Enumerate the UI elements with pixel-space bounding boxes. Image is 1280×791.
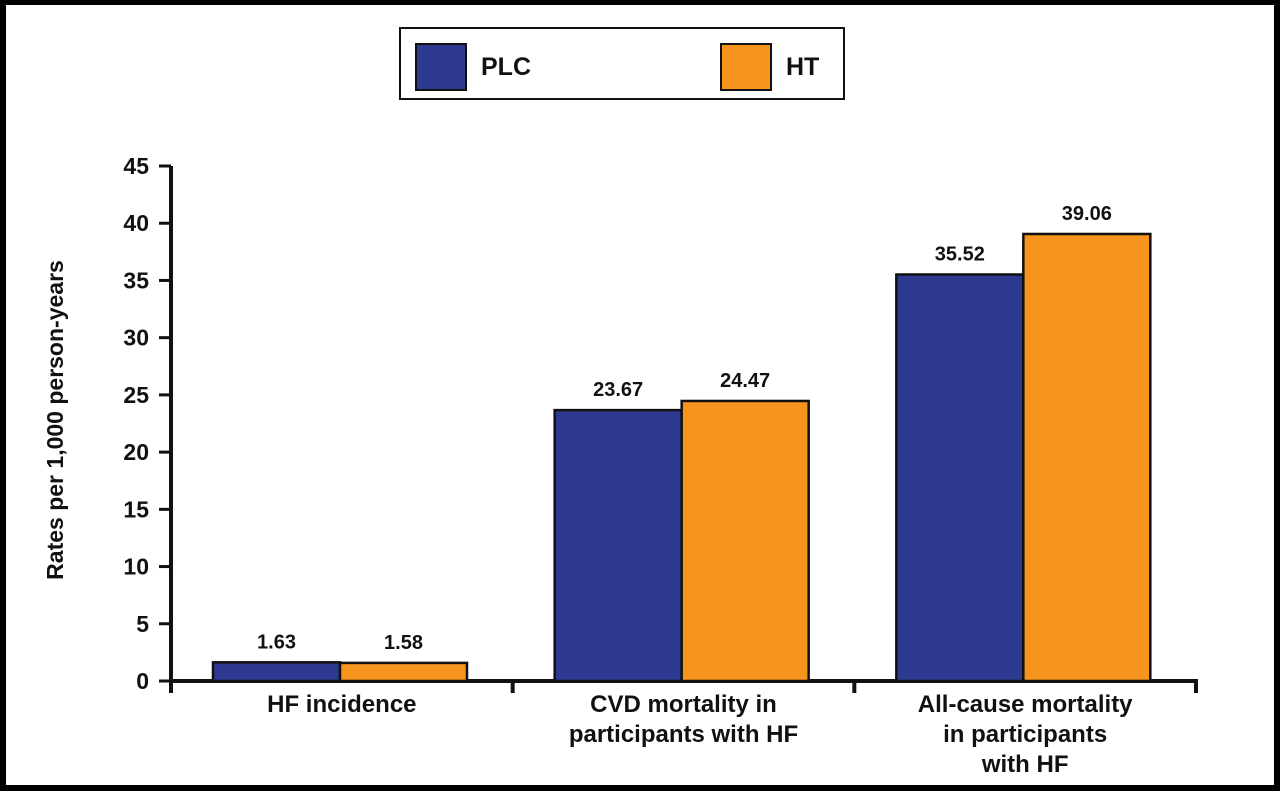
data-label-plc-1: 23.67 <box>593 379 643 401</box>
data-label-plc-0: 1.63 <box>257 631 296 653</box>
data-label-ht-2: 39.06 <box>1062 203 1112 225</box>
y-tick-label: 0 <box>136 668 149 694</box>
y-tick-label: 10 <box>123 554 149 580</box>
legend-item-ht: HT <box>720 43 819 91</box>
y-tick-label: 45 <box>123 153 149 179</box>
y-axis-title: Rates per 1,000 person-years <box>42 260 68 580</box>
y-tick-label: 30 <box>123 325 149 351</box>
bar-ht-2 <box>1022 232 1152 683</box>
x-category-label: CVD mortality in participants with HF <box>569 691 798 748</box>
y-tick-label: 20 <box>123 439 149 465</box>
bar-ht-0 <box>338 661 469 683</box>
bar-plc-2 <box>895 273 1025 683</box>
bar-ht-1 <box>680 399 810 683</box>
legend: PLC HT <box>399 27 845 100</box>
bars <box>211 232 1152 683</box>
legend-item-plc: PLC <box>415 43 531 91</box>
y-tick-label: 40 <box>123 210 149 236</box>
legend-swatch-plc <box>415 43 467 91</box>
bar-plc-0 <box>211 661 342 683</box>
y-tick-label: 35 <box>123 267 149 293</box>
data-label-ht-0: 1.58 <box>384 632 423 654</box>
labels: 1.63 1.58 HF incidence 23.67 24.47 CVD mortal… <box>257 203 1133 778</box>
legend-label-plc: PLC <box>481 52 531 81</box>
y-tick-label: 5 <box>136 611 149 637</box>
data-label-ht-1: 24.47 <box>720 370 770 392</box>
x-category-label: All-cause mortality in participants with H… <box>918 691 1133 778</box>
data-label-plc-2: 35.52 <box>935 243 985 265</box>
y-tick-label: 15 <box>123 496 149 522</box>
y-tick-label: 25 <box>123 382 149 408</box>
bar-plc-1 <box>553 408 683 683</box>
legend-swatch-ht <box>720 43 772 91</box>
x-category-label: HF incidence <box>267 691 416 718</box>
legend-label-ht: HT <box>786 52 820 81</box>
